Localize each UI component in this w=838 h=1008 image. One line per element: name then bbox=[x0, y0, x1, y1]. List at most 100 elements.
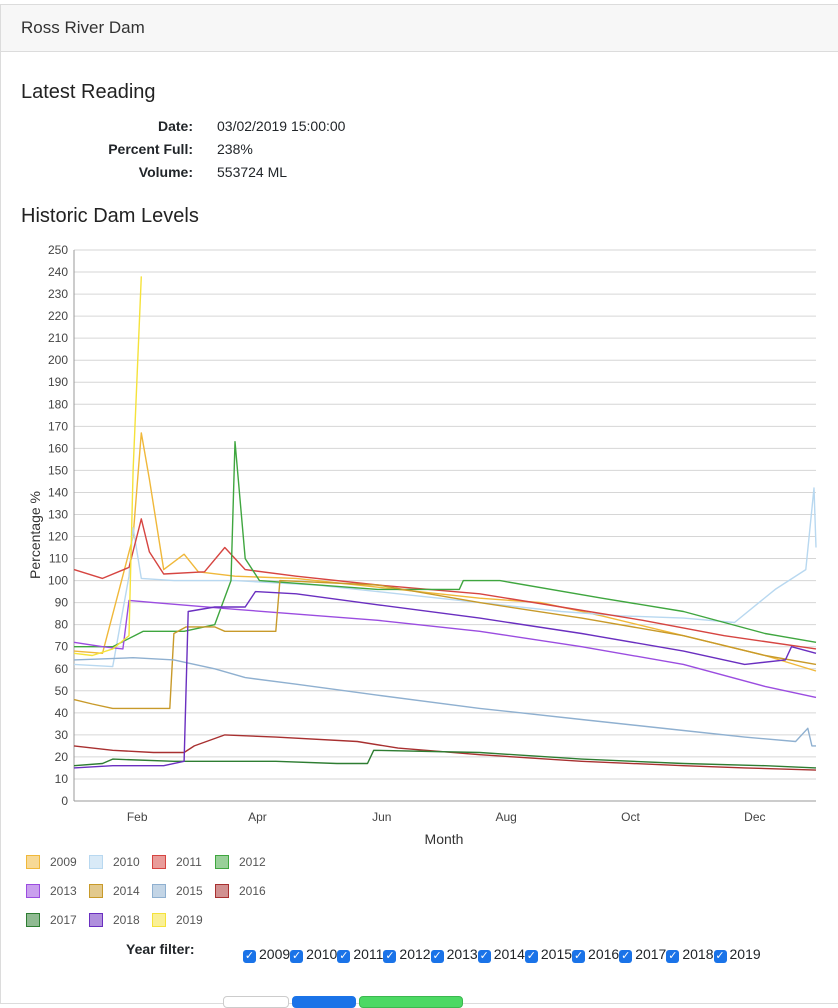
reading-value: 553724 ML bbox=[217, 163, 288, 180]
legend-label: 2017 bbox=[50, 913, 77, 927]
y-tick-label: 80 bbox=[55, 618, 69, 632]
legend-swatch bbox=[215, 884, 229, 898]
legend-label: 2019 bbox=[176, 913, 203, 927]
year-checkbox-label: 2015 bbox=[540, 946, 573, 962]
check-icon[interactable]: ✓ bbox=[383, 950, 397, 963]
series-line-2009 bbox=[73, 432, 817, 672]
legend-item-2015[interactable]: 2015 bbox=[152, 884, 203, 898]
legend-swatch bbox=[89, 913, 103, 927]
filter-button-2[interactable] bbox=[292, 996, 356, 1008]
y-tick-label: 10 bbox=[55, 772, 69, 786]
year-checkbox-label: 2012 bbox=[399, 946, 431, 962]
legend-item-2016[interactable]: 2016 bbox=[215, 884, 266, 898]
legend-item-2018[interactable]: 2018 bbox=[89, 913, 140, 927]
year-checkbox-2014[interactable]: ✓ 2014 bbox=[477, 940, 525, 968]
series-line-2017 bbox=[73, 749, 817, 769]
y-tick-label: 220 bbox=[48, 309, 68, 323]
filter-button-3[interactable] bbox=[359, 996, 463, 1008]
check-icon[interactable]: ✓ bbox=[666, 950, 680, 963]
legend-swatch bbox=[89, 855, 103, 869]
dam-level-chart: 0 10 20 30 40 50 60 70 80 90 100 110 120 130 140 150 160… bbox=[27, 243, 817, 847]
reading-value: 238% bbox=[217, 140, 253, 157]
legend-swatch bbox=[152, 884, 166, 898]
legend-swatch bbox=[26, 855, 40, 869]
series-line-2019 bbox=[73, 276, 142, 657]
check-icon[interactable]: ✓ bbox=[290, 950, 304, 963]
series-line-2018 bbox=[73, 590, 817, 769]
reading-label: Volume: bbox=[138, 163, 193, 180]
y-tick-label: 20 bbox=[55, 750, 69, 764]
y-tick-label: 100 bbox=[48, 574, 68, 588]
year-checkbox-label: 2017 bbox=[635, 946, 667, 962]
check-icon[interactable]: ✓ bbox=[477, 950, 491, 963]
y-tick-label: 150 bbox=[48, 463, 68, 477]
year-checkbox-2012[interactable]: ✓ 2012 bbox=[383, 940, 431, 968]
check-icon[interactable]: ✓ bbox=[572, 950, 586, 963]
check-icon[interactable]: ✓ bbox=[619, 950, 633, 963]
legend-swatch bbox=[26, 884, 40, 898]
reading-row-percent: Percent Full: 238% bbox=[0, 137, 600, 160]
legend-item-2013[interactable]: 2013 bbox=[26, 884, 77, 898]
year-checkbox-2015[interactable]: ✓ 2015 bbox=[524, 940, 573, 968]
year-checkbox-label: 2019 bbox=[729, 946, 761, 962]
legend-label: 2015 bbox=[176, 884, 203, 898]
x-axis-label: Month bbox=[425, 831, 464, 847]
year-checkbox-label: 2011 bbox=[353, 946, 384, 962]
series-line-2013 bbox=[73, 599, 817, 699]
y-tick-label: 0 bbox=[61, 794, 68, 808]
year-checkbox-2010[interactable]: ✓ 2010 bbox=[290, 940, 337, 968]
year-checkbox-2017[interactable]: ✓ 2017 bbox=[619, 940, 666, 968]
y-tick-label: 130 bbox=[48, 507, 68, 521]
legend-item-2019[interactable]: 2019 bbox=[152, 913, 203, 927]
legend-swatch bbox=[215, 855, 229, 869]
legend-item-2012[interactable]: 2012 bbox=[215, 855, 266, 869]
y-tick-label: 30 bbox=[55, 728, 69, 742]
card-title: Ross River Dam bbox=[21, 18, 145, 37]
series-line-2010 bbox=[73, 487, 817, 668]
legend-item-2017[interactable]: 2017 bbox=[26, 913, 77, 927]
legend-item-2009[interactable]: 2009 bbox=[26, 855, 77, 869]
check-icon[interactable]: ✓ bbox=[524, 950, 538, 963]
y-tick-label: 200 bbox=[48, 353, 68, 367]
legend-label: 2011 bbox=[176, 855, 202, 869]
legend-label: 2018 bbox=[113, 913, 140, 927]
y-tick-label: 40 bbox=[55, 706, 69, 720]
legend-label: 2009 bbox=[50, 855, 77, 869]
year-checkbox-label: 2014 bbox=[493, 946, 525, 962]
legend-swatch bbox=[152, 913, 166, 927]
year-checkbox-2011[interactable]: ✓ 2011 bbox=[337, 940, 383, 968]
check-icon[interactable]: ✓ bbox=[337, 950, 351, 963]
year-checkbox-2018[interactable]: ✓ 2018 bbox=[666, 940, 714, 968]
y-tick-label: 60 bbox=[55, 662, 69, 676]
x-tick-label: Oct bbox=[621, 810, 640, 824]
year-checkbox-2009[interactable]: ✓ 2009 bbox=[243, 940, 290, 968]
legend-item-2010[interactable]: 2010 bbox=[89, 855, 140, 869]
y-tick-label: 120 bbox=[48, 530, 68, 544]
series-line-2015 bbox=[73, 657, 816, 747]
year-checkbox-label: 2010 bbox=[306, 946, 338, 962]
filter-button-1[interactable] bbox=[223, 996, 289, 1008]
legend-item-2011[interactable]: 2011 bbox=[152, 855, 202, 869]
year-checkbox-2013[interactable]: ✓ 2013 bbox=[430, 940, 478, 968]
latest-reading-table: Date: 03/02/2019 15:00:00 Percent Full: … bbox=[0, 114, 600, 183]
year-checkbox-label: 2013 bbox=[446, 946, 478, 962]
legend-swatch bbox=[26, 913, 40, 927]
year-checkbox-2016[interactable]: ✓ 2016 bbox=[572, 940, 619, 968]
historic-heading: Historic Dam Levels bbox=[21, 205, 199, 227]
x-tick-label: Feb bbox=[127, 810, 148, 824]
check-icon[interactable]: ✓ bbox=[713, 950, 727, 963]
legend-item-2014[interactable]: 2014 bbox=[89, 884, 140, 898]
y-tick-label: 140 bbox=[48, 485, 68, 499]
year-checkbox-2019[interactable]: ✓ 2019 bbox=[713, 940, 761, 968]
card-header: Ross River Dam bbox=[1, 5, 838, 52]
y-axis-label: Percentage % bbox=[27, 491, 43, 579]
check-icon[interactable]: ✓ bbox=[243, 950, 256, 963]
check-icon[interactable]: ✓ bbox=[430, 950, 444, 963]
legend-label: 2013 bbox=[50, 884, 77, 898]
x-tick-label: Apr bbox=[248, 810, 267, 824]
reading-label: Percent Full: bbox=[108, 140, 193, 157]
y-tick-label: 210 bbox=[48, 331, 68, 345]
legend-swatch bbox=[152, 855, 166, 869]
y-tick-label: 180 bbox=[48, 397, 68, 411]
latest-reading-heading: Latest Reading bbox=[21, 81, 156, 103]
